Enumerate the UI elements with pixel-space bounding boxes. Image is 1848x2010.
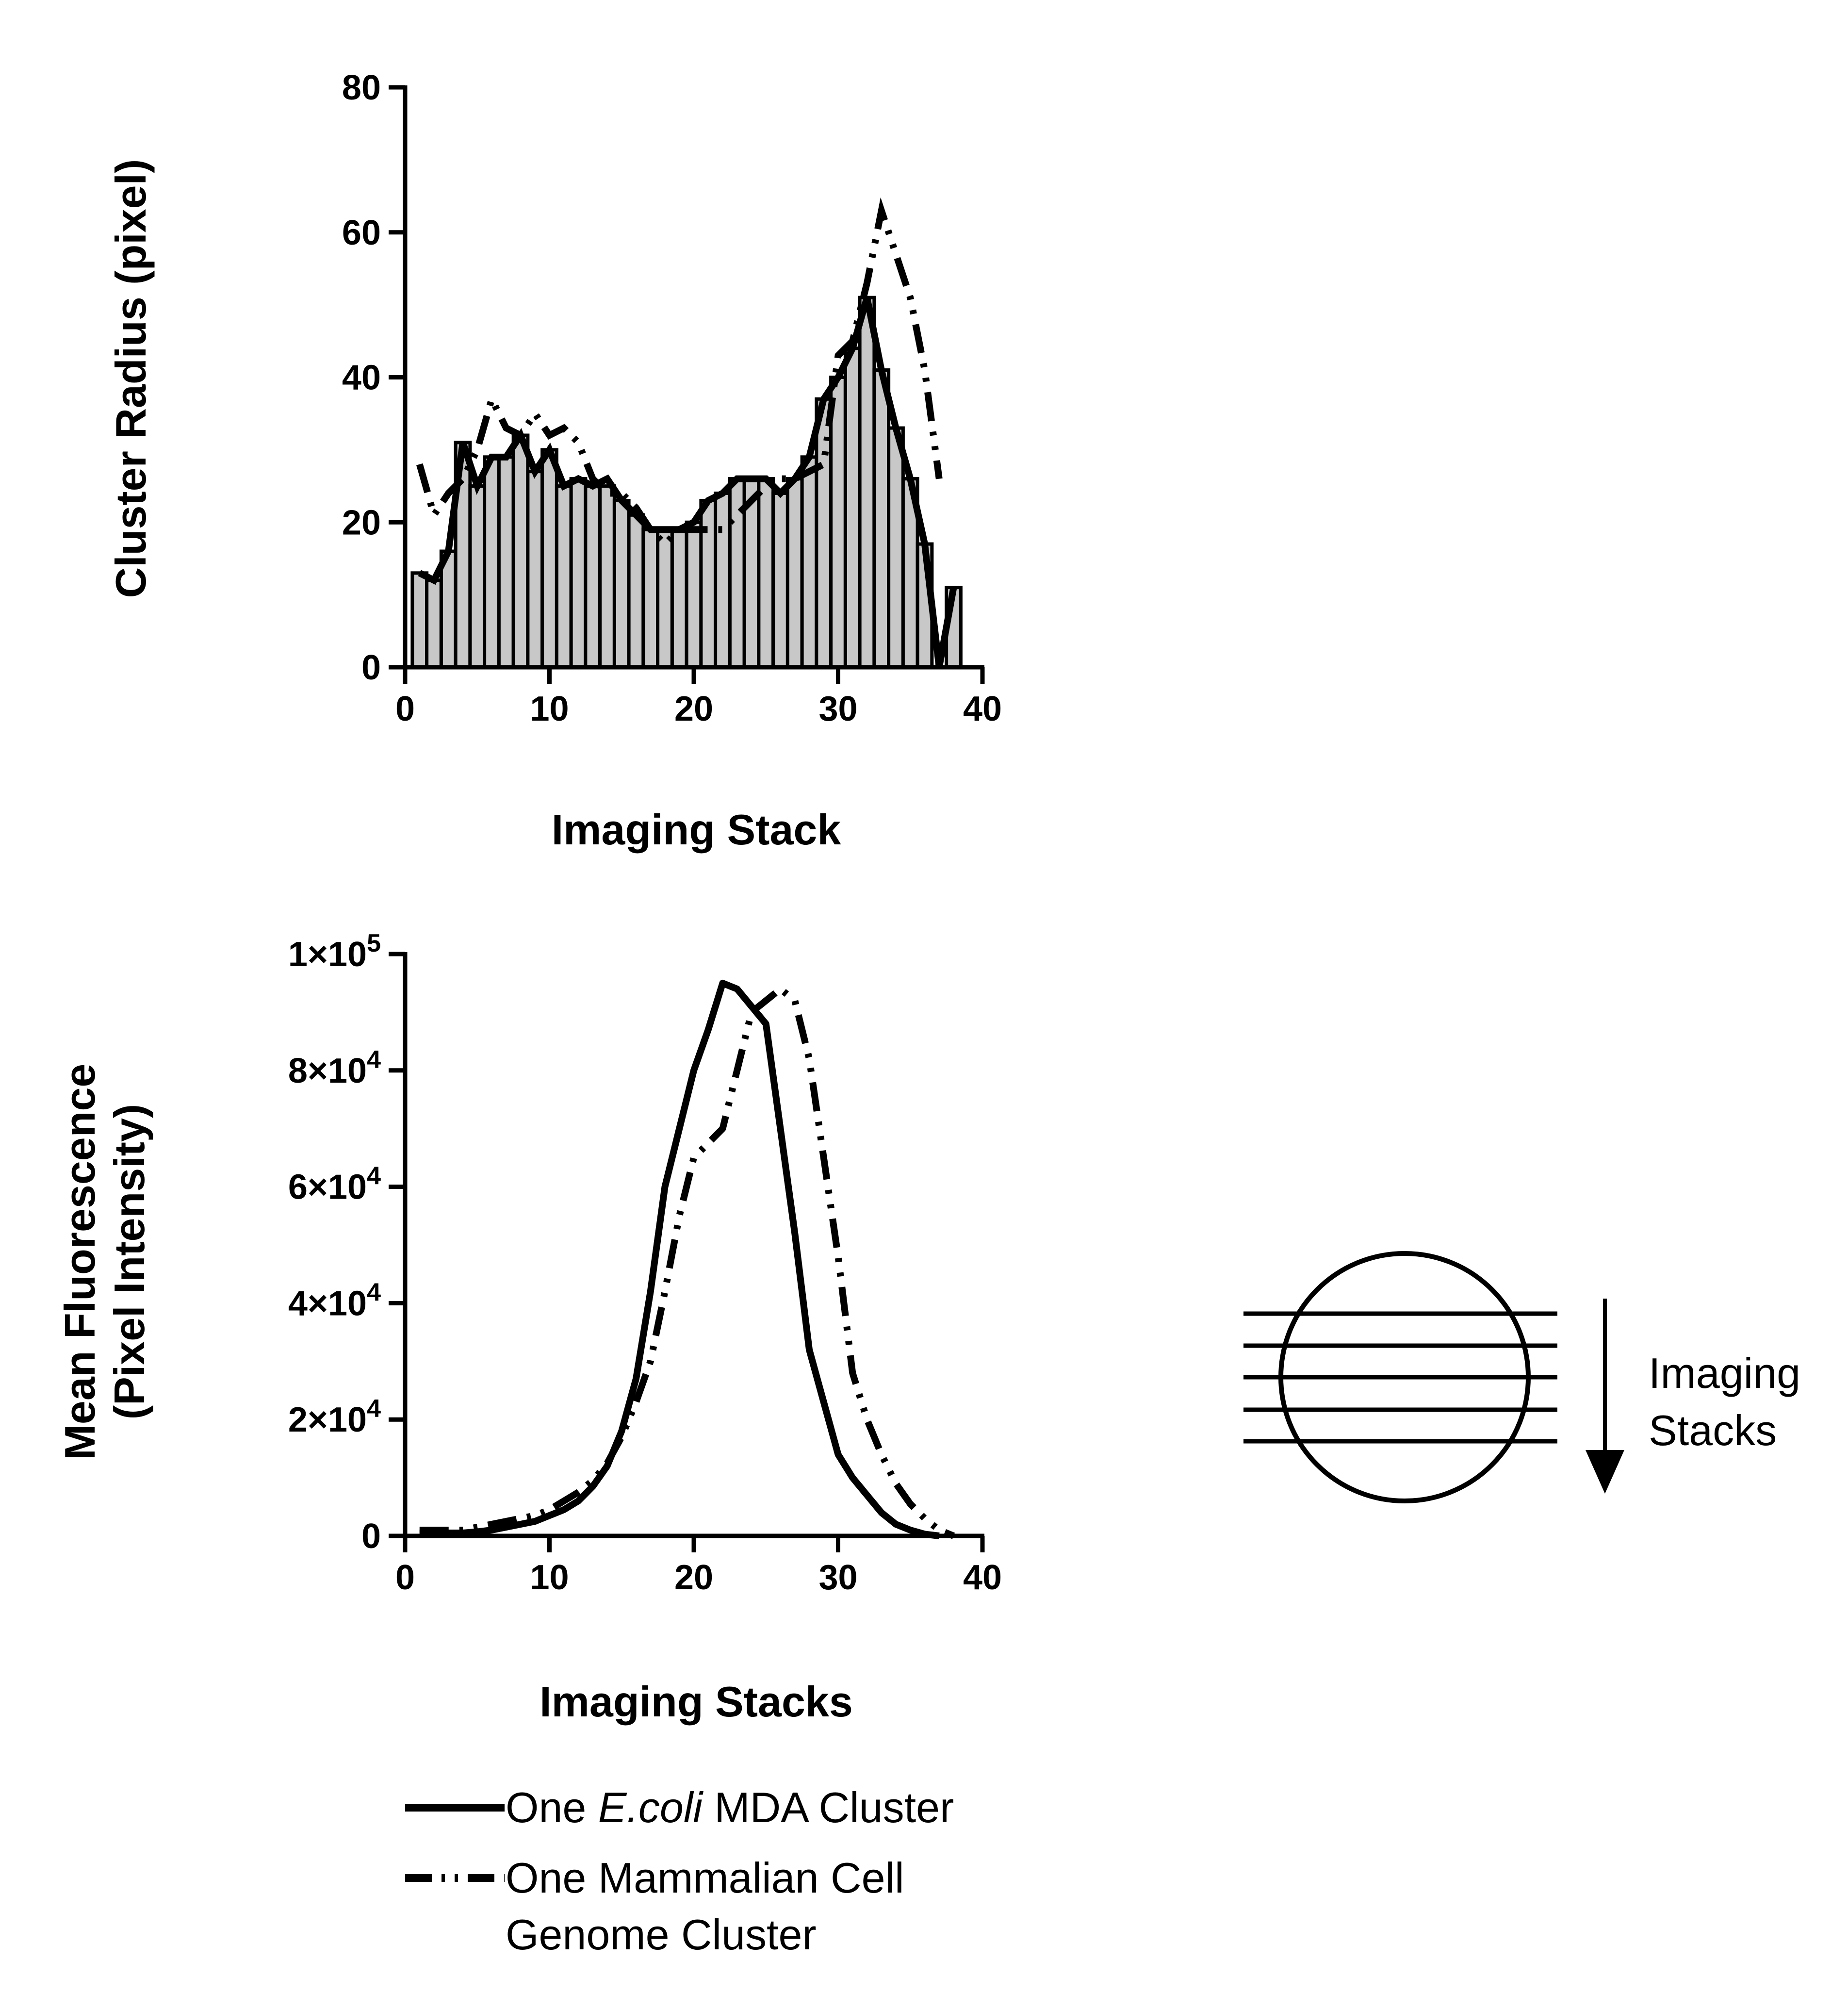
radius-bar xyxy=(425,578,443,669)
radius-bars xyxy=(410,296,963,669)
radius-bar xyxy=(656,527,674,669)
radius-line-mammalian xyxy=(416,197,943,549)
fluorescence-x-tick-label: 10 xyxy=(530,1558,569,1597)
legend-label-mammalian-line-1: One Mammalian Cell xyxy=(506,1854,904,1902)
fluorescence-y-tick-label: 1×105 xyxy=(288,929,381,974)
fluorescence-axes: 0 2×104 4×104 6×104 8×104 1×105 0 10 20 30 40 xyxy=(288,929,1002,1597)
radius-x-tick-label: 0 xyxy=(395,690,415,728)
fluorescence-line-ecoli xyxy=(419,979,940,1539)
stack-arrow-head xyxy=(1586,1450,1624,1494)
radius-bar xyxy=(872,368,891,669)
radius-y-axis-title: Cluster Radius (pixel) xyxy=(107,159,155,598)
fluorescence-x-tick-label: 0 xyxy=(395,1558,415,1597)
radius-bar xyxy=(598,484,616,669)
fluorescence-y-axis-title-line-2: (Pixel Intensity) xyxy=(105,1104,153,1419)
radius-bar xyxy=(685,520,703,669)
radius-line-ecoli xyxy=(418,297,957,668)
radius-y-tick-label: 20 xyxy=(342,503,381,542)
radius-y-tick-label: 60 xyxy=(342,214,381,252)
stack-label-line-1: Imaging xyxy=(1649,1349,1800,1397)
radius-bar xyxy=(858,296,876,669)
radius-bar xyxy=(468,484,487,669)
radius-bar xyxy=(829,376,847,669)
radius-bar xyxy=(540,448,558,669)
radius-bar xyxy=(641,527,660,669)
legend: One E.coli MDA Cluster One Mammalian Cel… xyxy=(405,1783,954,1959)
radius-y-tick-label: 0 xyxy=(361,648,381,687)
radius-bar xyxy=(497,455,515,669)
legend-label-mammalian-line-2: Genome Cluster xyxy=(506,1911,817,1959)
radius-x-tick-label: 40 xyxy=(963,690,1002,728)
fluorescence-y-axis-title: Mean Fluorescence (Pixel Intensity) xyxy=(56,1064,153,1460)
radius-bar xyxy=(612,498,631,669)
radius-x-axis-title: Imaging Stack xyxy=(552,806,842,854)
radius-bar xyxy=(785,477,804,669)
radius-x-tick-label: 20 xyxy=(674,690,713,728)
radius-bar xyxy=(555,484,573,669)
radius-bar xyxy=(526,470,544,669)
radius-bar xyxy=(800,455,818,669)
radius-y-tick-label: 80 xyxy=(342,68,381,107)
radius-bar xyxy=(699,498,718,669)
radius-bar xyxy=(757,477,775,669)
imaging-stack-diagram: Imaging Stacks xyxy=(1243,1251,1800,1503)
radius-bar xyxy=(627,513,645,669)
fluorescence-x-axis-title: Imaging Stacks xyxy=(540,1678,853,1726)
radius-x-tick-label: 10 xyxy=(530,690,569,728)
radius-series-lines xyxy=(416,197,957,668)
radius-bar xyxy=(511,433,530,669)
radius-bar xyxy=(569,477,588,669)
fluorescence-y-tick-label: 8×104 xyxy=(288,1046,381,1090)
fluorescence-series-lines xyxy=(419,979,955,1539)
radius-bar xyxy=(887,426,905,669)
radius-bar xyxy=(714,492,732,669)
fluorescence-y-axis-title-line-1: Mean Fluorescence xyxy=(56,1064,104,1460)
radius-axes: 0 20 40 60 80 0 10 20 30 40 xyxy=(342,68,1002,728)
fluorescence-y-tick-label: 2×104 xyxy=(288,1395,381,1439)
fluorescence-y-tick-label: 6×104 xyxy=(288,1162,381,1207)
radius-bar xyxy=(771,492,789,669)
mean-fluorescence-chart: 0 2×104 4×104 6×104 8×104 1×105 0 10 20 30 40 Imag… xyxy=(56,929,1002,1726)
fluorescence-y-tick-label: 0 xyxy=(361,1517,381,1556)
legend-label-ecoli: One E.coli MDA Cluster xyxy=(506,1783,954,1831)
radius-bar xyxy=(483,455,501,669)
legend-label-ecoli-italic: E.coli xyxy=(598,1783,704,1831)
radius-bar xyxy=(843,346,862,669)
radius-bar xyxy=(670,527,688,669)
radius-y-tick-label: 40 xyxy=(342,359,381,397)
radius-bar xyxy=(584,484,602,669)
fluorescence-x-tick-label: 40 xyxy=(963,1558,1002,1597)
legend-label-ecoli-part-1: One xyxy=(506,1783,598,1831)
fluorescence-line-mammalian xyxy=(419,985,955,1539)
radius-bar xyxy=(410,571,429,669)
cluster-radius-chart: 0 20 40 60 80 0 10 20 30 40 Imaging Stack Cluster… xyxy=(107,68,1002,854)
radius-x-tick-label: 30 xyxy=(818,690,857,728)
fluorescence-x-tick-label: 30 xyxy=(818,1558,857,1597)
stack-label-line-2: Stacks xyxy=(1649,1406,1777,1454)
fluorescence-y-tick-label: 4×104 xyxy=(288,1278,381,1323)
legend-label-ecoli-part-3: MDA Cluster xyxy=(703,1783,954,1831)
fluorescence-x-tick-label: 20 xyxy=(674,1558,713,1597)
